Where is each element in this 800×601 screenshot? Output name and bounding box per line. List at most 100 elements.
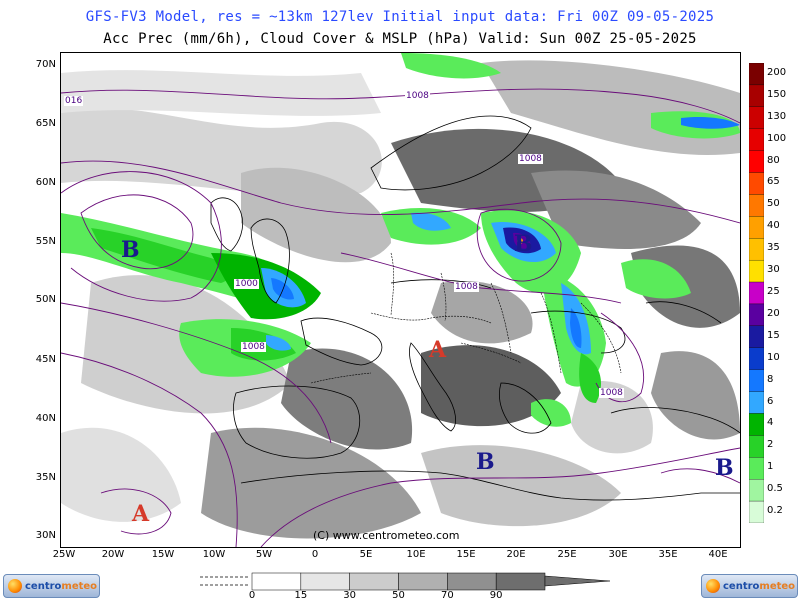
cloud-scale-label: 50 (392, 590, 405, 601)
lon-label-40e: 40E (708, 549, 728, 560)
isobar-label: 1000 (234, 279, 259, 289)
isobar-label: 1008 (454, 282, 479, 292)
precipitation-colorbar (749, 63, 764, 523)
precip-scale-label: 10 (767, 351, 780, 363)
cloud-scale-cell (349, 572, 399, 591)
isobar-label: 016 (64, 96, 84, 106)
globe-icon (706, 579, 720, 593)
lon-label-15e: 15E (456, 549, 476, 560)
precip-scale-label: 8 (767, 373, 774, 385)
precip-scale-label: 150 (767, 88, 787, 100)
precip-scale-label: 40 (767, 220, 780, 232)
lat-label-70n: 70N (35, 59, 56, 70)
weather-map[interactable]: B B A B B A 016 1008 1008 1000 1008 1008… (60, 52, 741, 548)
lon-label-25w: 25W (52, 549, 76, 560)
lat-label-45n: 45N (35, 354, 56, 365)
lat-label-50n: 50N (35, 294, 56, 305)
precip-scale-cell (749, 413, 764, 436)
precip-scale-cell (749, 238, 764, 261)
logo-text-part1: centro (25, 580, 62, 592)
map-canvas (61, 53, 740, 547)
precip-scale-label: 20 (767, 307, 780, 319)
cloud-cover-layer (61, 60, 740, 539)
high-pressure-marker: A (132, 501, 150, 527)
precip-scale-cell (749, 391, 764, 414)
lon-label-20e: 20E (506, 549, 526, 560)
high-pressure-marker: A (429, 337, 447, 363)
precip-scale-cell (749, 84, 764, 107)
isobar-label: 1008 (599, 388, 624, 398)
precip-scale-cell (749, 325, 764, 348)
precip-scale-label: 6 (767, 395, 774, 407)
precip-scale-cell (749, 435, 764, 458)
precip-scale-label: 30 (767, 264, 780, 276)
precip-scale-cell (749, 128, 764, 151)
centrometeo-logo-left[interactable]: centro meteo (3, 574, 100, 598)
lon-label-5w: 5W (255, 549, 273, 560)
copyright-text: (C) www.centrometeo.com (313, 529, 460, 542)
low-pressure-marker: B (121, 237, 140, 263)
precip-scale-label: 100 (767, 132, 787, 144)
precip-scale-label: 65 (767, 176, 780, 188)
lat-label-60n: 60N (35, 177, 56, 188)
cloud-scale-label: 0 (248, 590, 256, 601)
logo-text-part2: meteo (61, 580, 98, 592)
precip-scale-cell (749, 457, 764, 480)
precip-scale-label: 2 (767, 439, 774, 451)
model-title: GFS-FV3 Model, res = ~13km 127lev Initia… (85, 9, 715, 25)
logo-text-part2: meteo (759, 580, 796, 592)
precip-scale-cell (749, 106, 764, 129)
border-layer (310, 252, 622, 384)
precip-scale-label: 35 (767, 242, 780, 254)
precip-scale-cell (749, 369, 764, 392)
precip-scale-cell (749, 216, 764, 239)
precip-scale-cell (749, 479, 764, 502)
precip-scale-cell (749, 172, 764, 195)
centrometeo-logo-right[interactable]: centro meteo (701, 574, 798, 598)
precip-scale-label: 4 (767, 417, 774, 429)
precip-scale-label: 130 (767, 110, 787, 122)
cloud-scale-label: 90 (489, 590, 503, 601)
precip-scale-label: 50 (767, 198, 780, 210)
precip-scale-cell (749, 150, 764, 173)
isobar-label: 1008 (405, 91, 430, 101)
lon-label-30e: 30E (608, 549, 628, 560)
cloud-scale-cell (495, 572, 546, 591)
cloud-scale-cell (300, 572, 350, 591)
lon-label-35e: 35E (658, 549, 678, 560)
lon-label-0: 0 (311, 549, 319, 560)
cloud-cover-scale (200, 572, 610, 591)
precip-scale-label: 25 (767, 286, 780, 297)
cloud-scale-cell (447, 572, 497, 591)
precip-scale-label: 0.5 (767, 483, 783, 495)
cloud-scale-label: 30 (343, 590, 357, 601)
lon-label-10e: 10E (406, 549, 426, 560)
lon-label-15w: 15W (151, 549, 175, 560)
isobar-label: 1008 (241, 342, 266, 352)
precip-scale-cell (749, 347, 764, 370)
isobar-layer (61, 88, 740, 547)
precip-scale-cell (749, 500, 764, 523)
precip-scale-label: 1 (767, 461, 774, 473)
low-pressure-marker: B (476, 449, 495, 475)
cloud-scale-label: 70 (440, 590, 454, 601)
low-pressure-marker: B (715, 455, 734, 481)
precip-scale-cell (749, 303, 764, 327)
lon-label-20w: 20W (101, 549, 125, 560)
lon-label-25e: 25E (557, 549, 577, 560)
low-pressure-marker: B (514, 231, 533, 257)
lat-label-40n: 40N (35, 413, 56, 424)
precip-scale-label: 80 (767, 154, 780, 166)
product-title: Acc Prec (mm/6h), Cloud Cover & MSLP (hP… (103, 31, 697, 47)
lat-label-65n: 65N (35, 118, 56, 129)
lat-label-30n: 30N (35, 530, 56, 541)
lat-label-35n: 35N (35, 472, 56, 483)
precip-scale-cell (749, 194, 764, 217)
precip-scale-label: 0.2 (767, 505, 783, 517)
cloud-scale-cell (398, 572, 448, 591)
precip-scale-cell (749, 63, 764, 86)
cloud-scale-cell (251, 572, 302, 591)
cloud-scale-label: 15 (294, 590, 308, 601)
precip-scale-cell (749, 259, 764, 283)
lat-label-55n: 55N (35, 236, 56, 247)
